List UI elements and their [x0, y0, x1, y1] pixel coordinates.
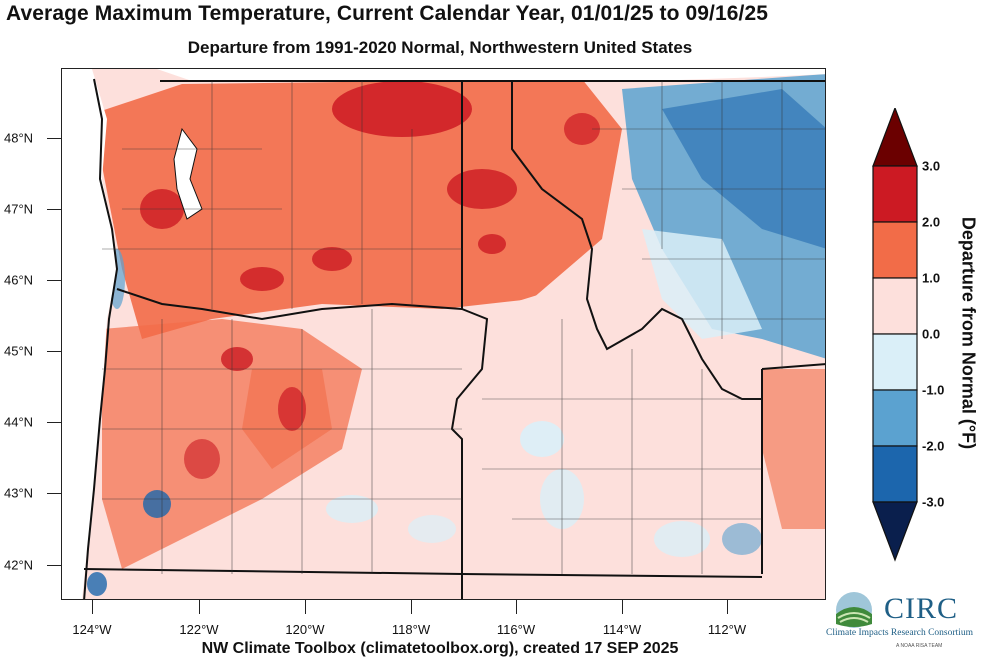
map-credit: NW Climate Toolbox (climatetoolbox.org),…	[201, 640, 679, 657]
colorbar-tick-label: -2.0	[922, 438, 945, 454]
colorbar-bin	[872, 333, 918, 391]
colorbar-bin	[872, 277, 918, 335]
county-lines	[102, 81, 825, 574]
colorbar-tick-label: 3.0	[922, 158, 941, 174]
anomaly-fields	[62, 69, 825, 599]
colorbar-max-triangle	[872, 108, 918, 167]
x-tick-label: 124°W	[72, 622, 112, 637]
map-subtitle: Departure from 1991-2020 Normal, Northwe…	[187, 38, 693, 57]
x-tickmark	[622, 600, 623, 614]
y-tick-label: 44°N	[4, 414, 34, 430]
colorbar-tick-label: 2.0	[922, 214, 941, 230]
y-tick-label: 43°N	[4, 485, 34, 501]
y-tick-label: 46°N	[4, 272, 34, 288]
colorbar-bin	[872, 445, 918, 503]
y-tickmark	[47, 280, 61, 281]
x-tick-label: 112°W	[707, 622, 747, 637]
y-tickmark	[47, 493, 61, 494]
x-tick-label: 118°W	[391, 622, 431, 637]
colorbar-tick-label: 0.0	[922, 326, 941, 342]
colorbar	[872, 108, 918, 562]
colorbar-tick-label: -3.0	[922, 494, 945, 510]
colorbar-bin	[872, 221, 918, 279]
colorbar-title: Departure from Normal (°F)	[958, 216, 979, 450]
x-tick-label: 116°W	[496, 622, 536, 637]
y-tickmark	[47, 565, 61, 566]
y-tickmark	[47, 209, 61, 210]
x-tickmark	[516, 600, 517, 614]
x-tickmark	[411, 600, 412, 614]
y-tick-label: 42°N	[4, 557, 34, 573]
x-tick-label: 114°W	[602, 622, 642, 637]
logo-name: CIRC	[884, 592, 959, 625]
x-tickmark	[199, 600, 200, 614]
y-tickmark	[47, 422, 61, 423]
colorbar-tick-label: -1.0	[922, 382, 945, 398]
state-borders	[83, 78, 825, 599]
landscape-icon	[836, 592, 872, 628]
y-tick-label: 47°N	[4, 201, 34, 217]
map-area	[61, 68, 826, 600]
colorbar-tick-label: 1.0	[922, 270, 941, 286]
y-tickmark	[47, 351, 61, 352]
y-tickmark	[47, 138, 61, 139]
colorbar-min-triangle	[872, 501, 918, 562]
x-tickmark	[305, 600, 306, 614]
logo-full-name: Climate Impacts Research Consortium	[826, 628, 973, 638]
colorbar-bin	[872, 165, 918, 223]
colorbar-bin	[872, 389, 918, 447]
x-tick-label: 120°W	[285, 622, 325, 637]
x-tick-label: 122°W	[179, 622, 219, 637]
map-title: Average Maximum Temperature, Current Cal…	[6, 2, 769, 25]
x-tickmark	[92, 600, 93, 614]
y-tick-label: 45°N	[4, 343, 34, 359]
circ-logo: CIRC Climate Impacts Research Consortium…	[826, 590, 994, 660]
logo-tagline: A NOAA RISA TEAM	[896, 643, 943, 649]
temperature-departure-map	[62, 69, 825, 599]
y-tick-label: 48°N	[4, 130, 34, 146]
x-tickmark	[727, 600, 728, 614]
